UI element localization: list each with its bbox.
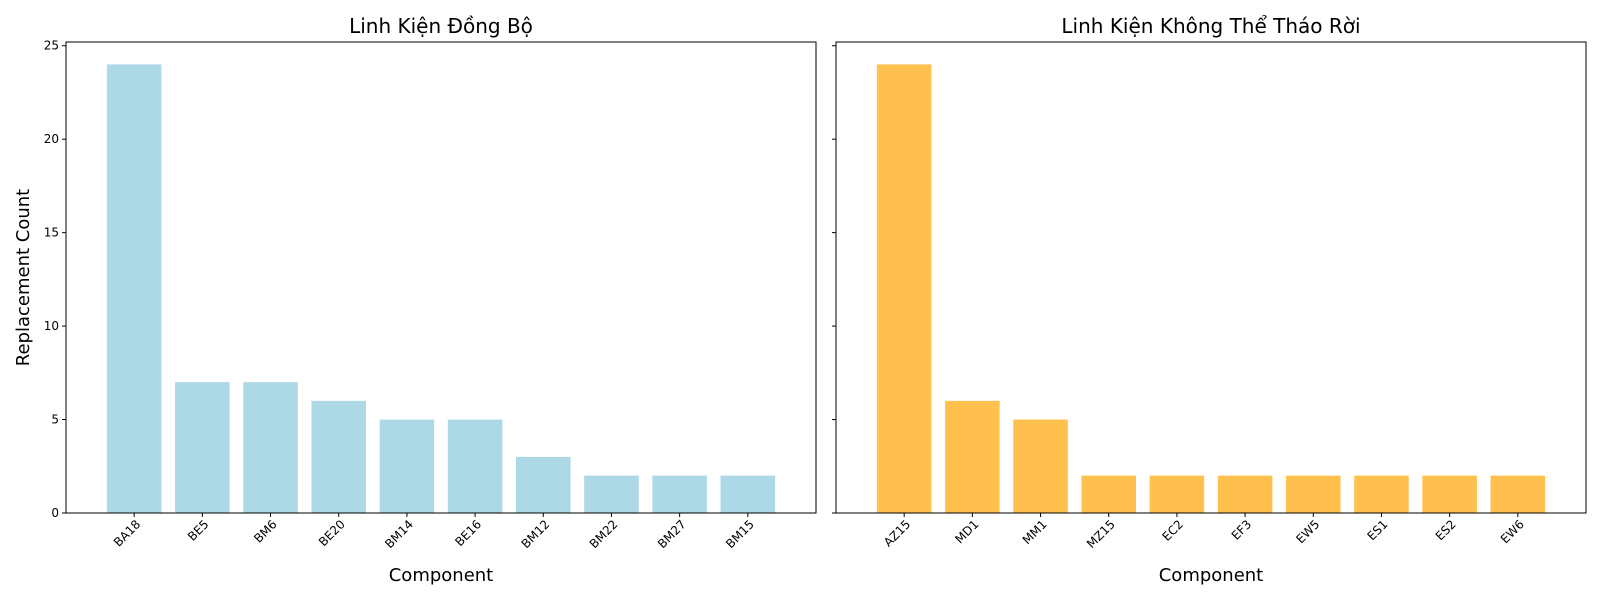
right-bar-es2 <box>1422 475 1477 513</box>
right-bar-mz15 <box>1081 475 1136 513</box>
right-xtick-label: ES1 <box>1365 517 1391 543</box>
left-chart-frame <box>65 41 817 514</box>
left-ytick-label: 5 <box>51 413 59 427</box>
right-chart-xlabel: Component <box>1159 565 1264 586</box>
left-bar-bm15 <box>720 475 776 513</box>
right-chart-xticks: AZ15 MD1 MM1 MZ15 EC2 EF3 EW5 ES1 ES2 EW6 <box>881 513 1527 551</box>
left-xtick-label: BA18 <box>111 517 143 549</box>
left-xtick-label: BM22 <box>587 517 621 551</box>
left-xtick-label: BM12 <box>519 517 553 551</box>
right-chart-frame <box>835 41 1587 514</box>
right-bar-ec2 <box>1149 475 1205 513</box>
right-xtick-label: EW6 <box>1498 517 1527 546</box>
left-chart-panel: Linh Kiện Đồng Bộ Replacement Count Comp… <box>13 14 817 586</box>
left-ytick-label: 15 <box>44 226 59 240</box>
right-xtick-label: EF3 <box>1229 517 1255 543</box>
left-xtick-label: BM27 <box>655 517 689 551</box>
right-chart-panel: Linh Kiện Không Thể Tháo Rời Component A… <box>832 14 1587 586</box>
left-xtick-label: BM14 <box>382 517 416 551</box>
left-chart-xticks: BA18 BE5 BM6 BE20 BM14 BE16 BM12 BM22 BM27 BM15 <box>111 513 757 551</box>
right-bar-ef3 <box>1217 475 1273 513</box>
right-bar-mm1 <box>1013 419 1068 513</box>
right-xtick-label: EC2 <box>1159 517 1186 544</box>
left-bar-be20 <box>311 400 366 513</box>
left-chart-yticks: 0 5 10 15 20 25 <box>44 39 66 520</box>
left-xtick-label: BM15 <box>723 517 757 551</box>
right-xtick-label: MM1 <box>1020 517 1050 547</box>
right-bar-ew6 <box>1490 475 1546 513</box>
right-xtick-label: MD1 <box>952 517 981 546</box>
left-bar-bm6 <box>243 382 298 513</box>
right-bar-az15 <box>876 64 932 514</box>
left-ytick-label: 20 <box>44 132 59 146</box>
right-xtick-label: EW5 <box>1293 517 1322 546</box>
left-bar-be5 <box>175 382 230 513</box>
left-bar-bm22 <box>584 475 639 513</box>
left-xtick-label: BE16 <box>452 517 484 549</box>
right-xtick-label: ES2 <box>1433 517 1459 543</box>
left-bar-be16 <box>447 419 503 513</box>
left-chart-xlabel: Component <box>389 565 494 586</box>
right-bar-md1 <box>945 400 1000 513</box>
left-chart-bars <box>106 64 776 514</box>
left-ytick-label: 25 <box>44 39 59 53</box>
left-ytick-label: 10 <box>44 319 59 333</box>
left-chart-ylabel: Replacement Count <box>13 189 34 366</box>
left-xtick-label: BE20 <box>316 517 348 549</box>
left-bar-bm14 <box>379 419 435 513</box>
right-bar-es1 <box>1354 475 1409 513</box>
left-bar-bm12 <box>516 456 571 513</box>
left-chart-title: Linh Kiện Đồng Bộ <box>349 14 533 38</box>
right-xtick-label: AZ15 <box>881 517 913 549</box>
right-chart-yticks <box>832 45 836 514</box>
left-bar-ba18 <box>106 64 162 514</box>
left-ytick-label: 0 <box>51 506 59 520</box>
left-xtick-label: BE5 <box>185 517 211 543</box>
right-chart-title: Linh Kiện Không Thể Tháo Rời <box>1061 14 1360 38</box>
left-bar-bm27 <box>652 475 707 513</box>
left-xtick-label: BM6 <box>251 517 279 545</box>
right-bar-ew5 <box>1286 475 1341 513</box>
right-chart-bars <box>876 64 1546 514</box>
right-xtick-label: MZ15 <box>1084 517 1118 551</box>
